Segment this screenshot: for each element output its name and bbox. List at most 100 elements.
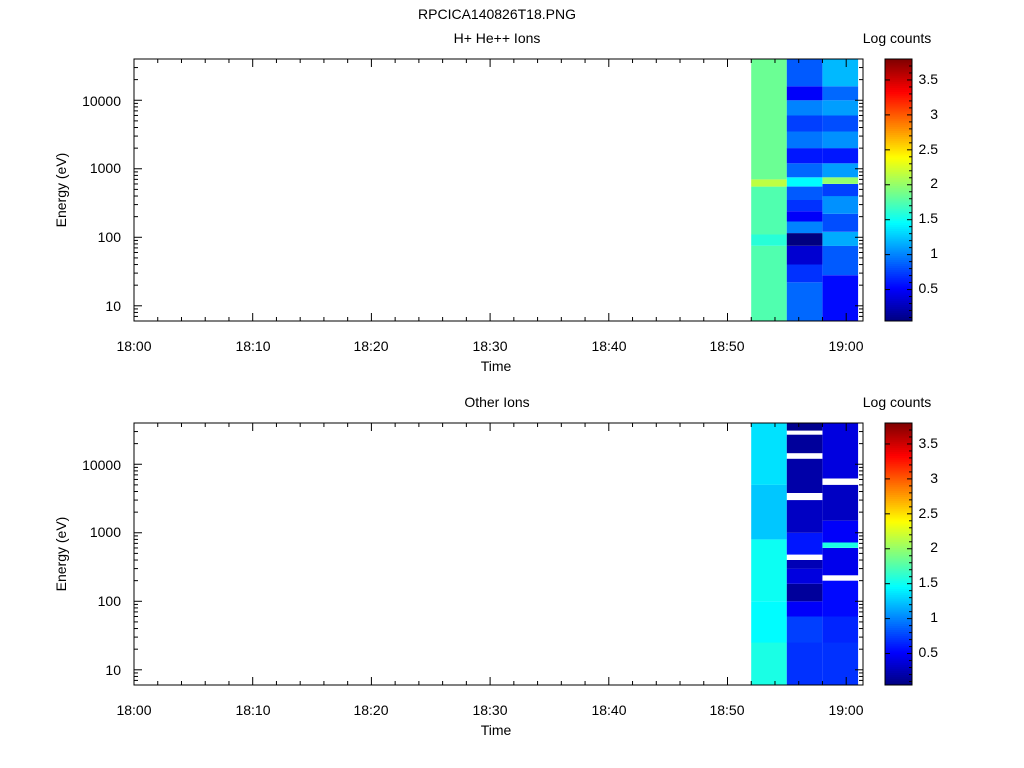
colorbar-segment bbox=[885, 563, 912, 567]
colorbar-segment bbox=[885, 175, 912, 179]
heatmap-cell bbox=[822, 231, 859, 246]
colorbar-segment bbox=[885, 662, 912, 665]
panel-1-heatmap-cells bbox=[751, 59, 859, 321]
colorbar-segment bbox=[885, 473, 912, 477]
colorbar-segment bbox=[885, 287, 912, 291]
heatmap-cell bbox=[751, 179, 787, 187]
colorbar-segment bbox=[885, 134, 912, 138]
colorbar-segment bbox=[885, 453, 912, 457]
colorbar-segment bbox=[885, 89, 912, 93]
colorbar-segment bbox=[885, 598, 912, 602]
colorbar-segment bbox=[885, 490, 912, 493]
colorbar-segment bbox=[885, 434, 912, 438]
heatmap-cell bbox=[822, 616, 859, 643]
colorbar-segment bbox=[885, 676, 912, 680]
colorbar-segment bbox=[885, 455, 912, 459]
colorbar-segment bbox=[885, 302, 912, 305]
heatmap-cell bbox=[786, 601, 823, 617]
colorbar-segment bbox=[885, 118, 912, 121]
colorbar-segment bbox=[885, 64, 912, 68]
colorbar-segment bbox=[885, 124, 912, 127]
heatmap-cell bbox=[786, 100, 823, 116]
colorbar-segment bbox=[885, 604, 912, 608]
colorbar-segment bbox=[885, 570, 912, 573]
colorbar-segment bbox=[885, 261, 912, 264]
colorbar-segment bbox=[885, 212, 912, 215]
colorbar-segment bbox=[885, 79, 912, 82]
heatmap-cell bbox=[822, 275, 859, 321]
panel-2-y-tick-label: 1000 bbox=[90, 524, 121, 540]
heatmap-cell bbox=[786, 434, 823, 454]
colorbar-segment bbox=[885, 641, 912, 645]
colorbar-segment bbox=[885, 512, 912, 516]
colorbar-segment bbox=[885, 226, 912, 230]
panel-1-colorbar-ticks bbox=[885, 65, 912, 319]
colorbar-segment bbox=[885, 647, 912, 651]
heatmap-cell bbox=[786, 583, 823, 602]
colorbar-segment bbox=[885, 240, 912, 244]
panel-1-y-tick-label: 10000 bbox=[82, 93, 121, 109]
colorbar-segment bbox=[885, 514, 912, 518]
colorbar-segment bbox=[885, 314, 912, 318]
colorbar-segment bbox=[885, 234, 912, 238]
panel-1-y-tick-label: 10 bbox=[105, 298, 121, 314]
panel-1-colorbar-tick-label: 0.5 bbox=[919, 280, 939, 296]
figure-title: RPCICA140826T18.PNG bbox=[418, 6, 576, 22]
heatmap-cell bbox=[786, 560, 823, 569]
panel-1-y-axis-label: Energy (eV) bbox=[53, 153, 69, 228]
colorbar-segment bbox=[885, 469, 912, 473]
colorbar-segment bbox=[885, 437, 912, 440]
panel-1-x-tick-label: 19:00 bbox=[828, 338, 863, 354]
colorbar-segment bbox=[885, 169, 912, 172]
colorbar-segment bbox=[885, 247, 912, 250]
colorbar-segment bbox=[885, 451, 912, 455]
colorbar-segment bbox=[885, 608, 912, 612]
heatmap-cell bbox=[822, 542, 859, 548]
colorbar-segment bbox=[885, 255, 912, 258]
colorbar-segment bbox=[885, 140, 912, 144]
colorbar-segment bbox=[885, 91, 912, 95]
panel-2-x-tick-label: 18:20 bbox=[353, 702, 388, 718]
colorbar-segment bbox=[885, 664, 912, 667]
colorbar-segment bbox=[885, 183, 912, 187]
heatmap-cell bbox=[786, 148, 823, 164]
heatmap-cell bbox=[822, 213, 859, 232]
heatmap-cell bbox=[786, 186, 823, 200]
colorbar-segment bbox=[885, 506, 912, 510]
colorbar-segment bbox=[885, 658, 912, 661]
colorbar-segment bbox=[885, 559, 912, 563]
colorbar-segment bbox=[885, 547, 912, 551]
colorbar-segment bbox=[885, 292, 912, 295]
panel-1-colorbar-gradient bbox=[885, 58, 912, 322]
heatmap-cell bbox=[786, 500, 823, 533]
panel-2-colorbar-ticks bbox=[885, 429, 912, 683]
heatmap-cell bbox=[751, 234, 787, 246]
panel-2-y-tick-label: 100 bbox=[98, 593, 122, 609]
colorbar-segment bbox=[885, 553, 912, 557]
panel-2-colorbar-tick-label: 3.5 bbox=[919, 435, 939, 451]
colorbar-segment bbox=[885, 494, 912, 497]
panel-2-y-tick-label: 10000 bbox=[82, 457, 121, 473]
heatmap-cell bbox=[822, 177, 859, 184]
panel-2-colorbar-gradient bbox=[885, 422, 912, 686]
colorbar-segment bbox=[885, 167, 912, 170]
colorbar-segment bbox=[885, 428, 912, 432]
colorbar-segment bbox=[885, 590, 912, 594]
heatmap-cell bbox=[786, 532, 823, 555]
panel-2-colorbar-tick-label: 0.5 bbox=[919, 644, 939, 660]
colorbar-segment bbox=[885, 629, 912, 633]
colorbar-segment bbox=[885, 613, 912, 616]
colorbar-segment bbox=[885, 85, 912, 88]
heatmap-cell bbox=[786, 264, 823, 283]
colorbar-segment bbox=[885, 126, 912, 129]
colorbar-segment bbox=[885, 617, 912, 620]
colorbar-segment bbox=[885, 275, 912, 279]
colorbar-segment bbox=[885, 592, 912, 596]
colorbar-segment bbox=[885, 430, 912, 434]
colorbar-segment bbox=[885, 316, 912, 320]
colorbar-segment bbox=[885, 204, 912, 207]
heatmap-cell bbox=[786, 282, 823, 321]
heatmap-cell bbox=[751, 186, 787, 235]
panel-1-x-tick-label: 18:40 bbox=[591, 338, 626, 354]
colorbar-segment bbox=[885, 173, 912, 176]
